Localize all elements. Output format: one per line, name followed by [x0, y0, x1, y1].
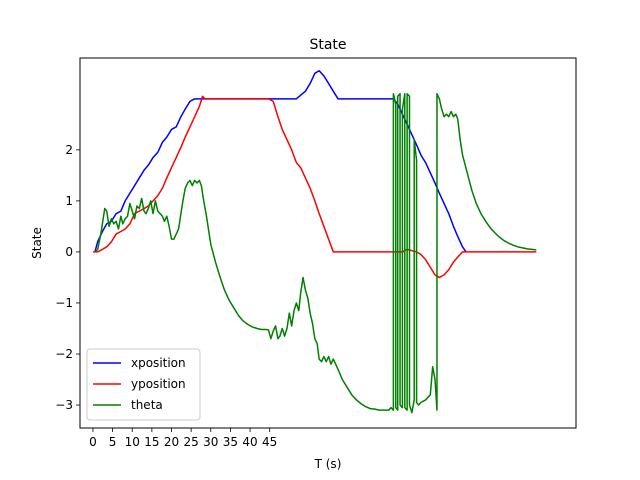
legend: xposition yposition theta: [86, 348, 201, 421]
y-tick-label: 0: [65, 245, 73, 259]
x-tick-label: 45: [262, 435, 277, 449]
x-tick-label: 15: [144, 435, 159, 449]
x-tick-label: 0: [89, 435, 97, 449]
y-tick-label: −3: [55, 398, 73, 412]
x-tick-label: 40: [242, 435, 257, 449]
legend-label-theta: theta: [131, 398, 163, 412]
x-tick-label: 25: [183, 435, 198, 449]
series-line-theta: [94, 92, 537, 414]
plot-area-frame: [79, 57, 577, 429]
x-axis-label: T (s): [314, 457, 342, 471]
y-tick-label: −2: [55, 347, 73, 361]
legend-label-xposition: xposition: [131, 356, 186, 370]
series-layer: [92, 70, 537, 414]
x-tick-label: 30: [203, 435, 218, 449]
x-axis: 0 5 10 15 20 25 30 35 40 45: [89, 428, 277, 449]
y-tick-label: 2: [65, 143, 73, 157]
x-tick-label: 10: [125, 435, 140, 449]
y-axis-label: State: [30, 227, 44, 259]
y-axis: −3 −2 −1 0 1 2: [55, 143, 80, 412]
x-tick-label: 20: [164, 435, 179, 449]
y-tick-label: 1: [65, 194, 73, 208]
legend-box: [86, 348, 201, 421]
y-tick-label: −1: [55, 296, 73, 310]
chart-title: State: [309, 37, 346, 53]
legend-label-yposition: yposition: [131, 377, 186, 391]
x-tick-label: 35: [223, 435, 238, 449]
series-line-xposition: [94, 70, 467, 253]
x-tick-label: 5: [109, 435, 117, 449]
series-line-yposition: [92, 95, 537, 279]
